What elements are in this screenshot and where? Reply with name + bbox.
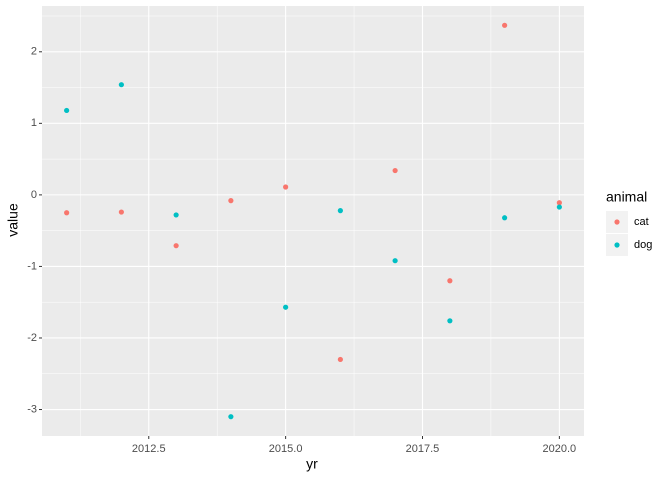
point xyxy=(337,208,343,214)
y-tick-label: -3 xyxy=(27,403,37,415)
point xyxy=(447,318,453,324)
point xyxy=(337,356,343,363)
y-tick-label: -2 xyxy=(27,332,37,344)
x-tick-label: 2015.0 xyxy=(269,443,303,455)
point xyxy=(502,215,508,221)
point xyxy=(228,198,234,204)
legend-marker xyxy=(614,219,620,225)
point xyxy=(447,278,453,284)
point xyxy=(556,204,562,210)
point xyxy=(392,167,398,174)
plot-panel xyxy=(42,6,584,436)
point xyxy=(64,107,70,114)
point xyxy=(173,212,179,218)
point xyxy=(556,200,562,206)
y-axis-title: value xyxy=(5,203,21,237)
point xyxy=(64,210,70,216)
point xyxy=(283,304,289,310)
legend-label: cat xyxy=(634,216,649,228)
x-axis-title: yr xyxy=(306,456,318,472)
x-tick-label: 2020.0 xyxy=(543,443,577,455)
legend-label: dog xyxy=(634,239,652,251)
point xyxy=(502,22,508,28)
point xyxy=(392,258,398,264)
y-tick-label: 0 xyxy=(31,189,37,201)
legend-title: animal xyxy=(606,189,647,205)
y-tick-label: -1 xyxy=(27,260,37,272)
y-tick-label: 2 xyxy=(31,46,37,58)
point xyxy=(283,184,289,190)
point xyxy=(228,414,234,420)
x-tick-label: 2012.5 xyxy=(132,443,166,455)
x-tick-label: 2017.5 xyxy=(406,443,440,455)
point xyxy=(118,209,124,215)
point xyxy=(173,243,179,249)
y-tick-label: 1 xyxy=(31,117,37,129)
point xyxy=(118,82,124,88)
legend-marker xyxy=(614,242,620,248)
